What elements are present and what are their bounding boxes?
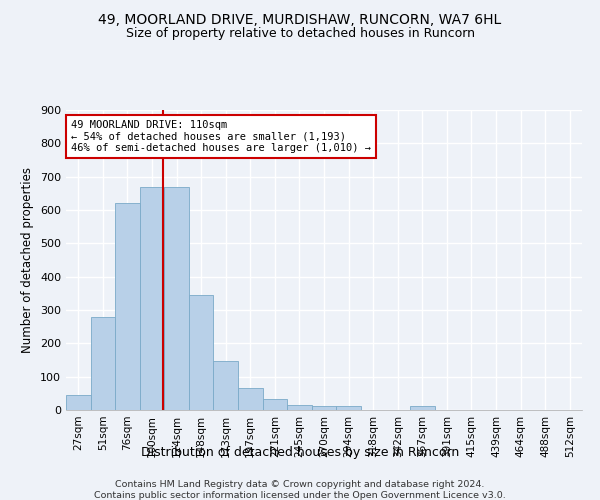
Bar — [263, 399, 287, 410]
Text: Distribution of detached houses by size in Runcorn: Distribution of detached houses by size … — [141, 446, 459, 459]
Text: Contains public sector information licensed under the Open Government Licence v3: Contains public sector information licen… — [94, 491, 506, 500]
Y-axis label: Number of detached properties: Number of detached properties — [22, 167, 34, 353]
Bar — [91, 316, 115, 410]
Bar — [66, 395, 91, 410]
Bar — [189, 295, 214, 410]
Bar — [287, 405, 312, 410]
Bar — [238, 388, 263, 410]
Text: Contains HM Land Registry data © Crown copyright and database right 2024.: Contains HM Land Registry data © Crown c… — [115, 480, 485, 489]
Text: 49 MOORLAND DRIVE: 110sqm
← 54% of detached houses are smaller (1,193)
46% of se: 49 MOORLAND DRIVE: 110sqm ← 54% of detac… — [71, 120, 371, 153]
Bar — [336, 406, 361, 410]
Bar — [140, 186, 164, 410]
Bar — [164, 186, 189, 410]
Text: Size of property relative to detached houses in Runcorn: Size of property relative to detached ho… — [125, 28, 475, 40]
Text: 49, MOORLAND DRIVE, MURDISHAW, RUNCORN, WA7 6HL: 49, MOORLAND DRIVE, MURDISHAW, RUNCORN, … — [98, 12, 502, 26]
Bar — [312, 406, 336, 410]
Bar — [214, 360, 238, 410]
Bar — [410, 406, 434, 410]
Bar — [115, 204, 140, 410]
